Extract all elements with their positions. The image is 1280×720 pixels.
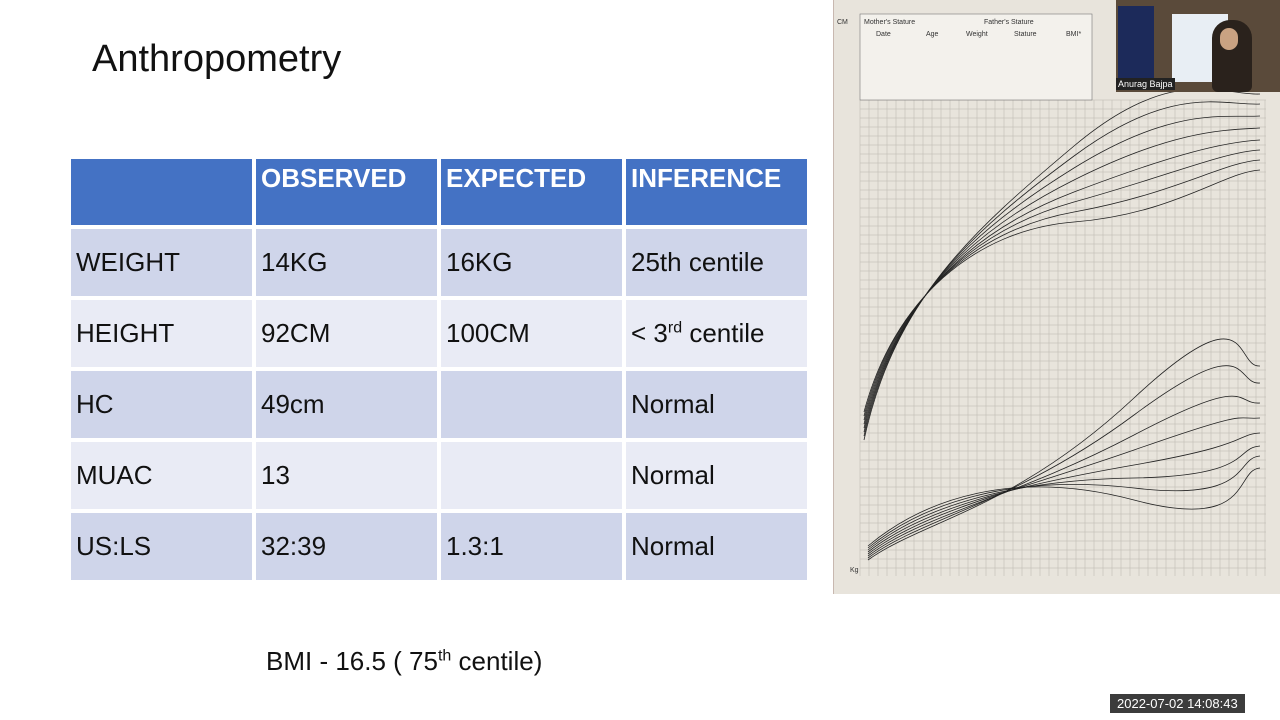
weight-centile-curve (867, 455, 1261, 549)
column-bmi: BMI* (1066, 31, 1081, 38)
inference-suffix: centile (682, 318, 765, 348)
inference-cell: Normal (624, 440, 807, 513)
row-label: HEIGHT (71, 298, 256, 371)
inference-superscript: rd (667, 319, 683, 337)
table-row: WEIGHT 14KG 16KG 25th centile (71, 227, 807, 300)
speaker-face (1220, 28, 1238, 50)
weight-centile-curve (867, 432, 1261, 553)
growth-chart-image: Mother's Stature Father's Stature Date A… (833, 0, 1280, 594)
inference-cell: Normal (624, 369, 807, 442)
weight-centile-curve (867, 338, 1261, 561)
inference-cell: Normal (624, 511, 807, 584)
stature-centile-curve (863, 169, 1261, 413)
record-table (859, 13, 1093, 101)
stature-centile-curve (863, 115, 1261, 433)
column-age: Age (926, 31, 939, 38)
inference-text: < 3 (631, 318, 668, 348)
weight-centile-curve (867, 395, 1261, 557)
observed-cell: 49cm (254, 369, 441, 442)
observed-cell: 32:39 (254, 511, 441, 584)
bmi-prefix: BMI - 16.5 ( 75 (266, 646, 438, 676)
column-weight: Weight (966, 31, 988, 38)
observed-cell: 92CM (254, 298, 441, 371)
cm-unit-label: CM (837, 19, 848, 26)
bmi-superscript: th (437, 647, 452, 665)
inference-cell: 25th centile (624, 227, 807, 300)
apes-banner (1118, 6, 1154, 78)
expected-cell: 16KG (439, 227, 626, 300)
centile-curves (863, 88, 1261, 561)
table-row: HC 49cm Normal (71, 369, 807, 442)
row-label: WEIGHT (71, 227, 256, 300)
stature-centile-curve (863, 88, 1261, 441)
header-blank (71, 159, 256, 229)
weight-centile-curve (867, 417, 1261, 555)
weight-centile-curve (867, 365, 1261, 559)
inference-cell: < 3rd centile (624, 298, 807, 371)
timestamp: 2022-07-02 14:08:43 (1110, 694, 1245, 713)
observed-cell: 13 (254, 440, 441, 513)
chart-grid (859, 99, 1266, 576)
expected-cell (439, 369, 626, 442)
bmi-suffix: centile) (451, 646, 543, 676)
expected-cell: 1.3:1 (439, 511, 626, 584)
stature-centile-curve (863, 159, 1261, 417)
kg-unit-label: Kg (850, 567, 859, 574)
growth-chart-graphic: Mother's Stature Father's Stature Date A… (837, 13, 1266, 576)
bmi-text: BMI - 16.5 ( 75th centile) (266, 646, 542, 677)
mothers-stature-label: Mother's Stature (864, 19, 915, 26)
header-observed: OBSERVED (254, 159, 441, 229)
anthropometry-table: OBSERVED EXPECTED INFERENCE WEIGHT 14KG … (71, 159, 807, 584)
row-label: US:LS (71, 511, 256, 584)
video-thumbnail[interactable]: Anurag Bajpa (1116, 0, 1280, 92)
table-row: HEIGHT 92CM 100CM < 3rd centile (71, 298, 807, 371)
table-header-row: OBSERVED EXPECTED INFERENCE (71, 159, 807, 229)
stature-centile-curve (863, 139, 1261, 425)
fathers-stature-label: Father's Stature (984, 19, 1034, 26)
stature-centile-curve (863, 149, 1261, 421)
weight-centile-curve (867, 467, 1261, 547)
row-label: MUAC (71, 440, 256, 513)
weight-centile-curve (867, 445, 1261, 551)
table-row: MUAC 13 Normal (71, 440, 807, 513)
stature-centile-curve (863, 101, 1261, 437)
expected-cell: 100CM (439, 298, 626, 371)
stature-centile-curve (863, 127, 1261, 429)
column-date: Date (876, 31, 891, 38)
header-inference: INFERENCE (624, 159, 807, 229)
participant-name: Anurag Bajpa (1116, 78, 1175, 90)
header-expected: EXPECTED (439, 159, 626, 229)
expected-cell (439, 440, 626, 513)
column-stature: Stature (1014, 31, 1037, 38)
row-label: HC (71, 369, 256, 442)
slide-title: Anthropometry (92, 38, 342, 80)
table-row: US:LS 32:39 1.3:1 Normal (71, 511, 807, 584)
observed-cell: 14KG (254, 227, 441, 300)
